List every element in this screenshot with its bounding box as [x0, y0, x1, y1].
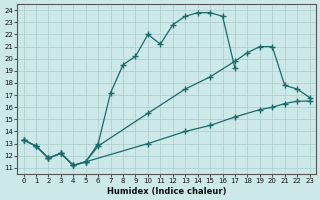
- X-axis label: Humidex (Indice chaleur): Humidex (Indice chaleur): [107, 187, 226, 196]
